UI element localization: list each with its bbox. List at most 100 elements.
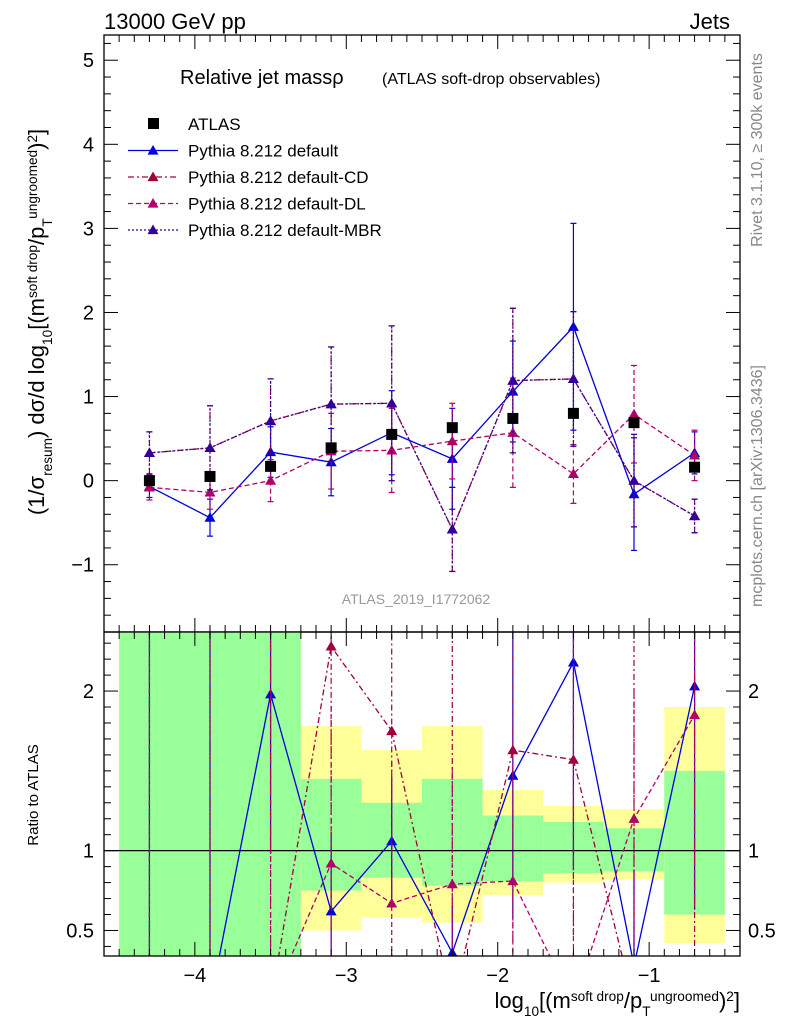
- series-atlas: [143, 407, 701, 487]
- plot-title: Relative jet massρ: [180, 67, 344, 89]
- y-tick-label: 4: [83, 134, 94, 156]
- data-point-marker: [386, 444, 398, 455]
- series-pythia-8-212-default-mbr: [143, 307, 701, 573]
- data-point-marker: [204, 442, 216, 452]
- x-axis-label: log10[(msoft drop/pTungroomed)2]: [495, 988, 740, 1019]
- axis-label-part: soft drop: [25, 245, 40, 298]
- main-plot-panel: −1 0 1 2 3 4 5: [71, 34, 741, 633]
- axis-label-part: ): [719, 988, 726, 1013]
- data-point-marker: [386, 428, 398, 440]
- ratio-y-tick-label: 0.5: [66, 920, 94, 942]
- data-point-marker: [446, 435, 458, 446]
- legend-item: Pythia 8.212 default: [128, 142, 339, 161]
- axis-label-part: soft drop: [571, 989, 624, 1004]
- data-point-marker: [204, 470, 216, 482]
- x-tick-label: −1: [638, 965, 661, 987]
- y-tick-label: −1: [71, 555, 94, 577]
- x-tick-label: −4: [183, 965, 206, 987]
- axis-label-part: ): [24, 143, 49, 150]
- data-point-marker: [628, 417, 640, 429]
- series-line: [149, 413, 695, 494]
- y-tick-label: 5: [83, 50, 94, 72]
- axis-label-part: 10: [40, 329, 55, 345]
- axis-label-part: 2: [726, 989, 734, 1004]
- ratio-frame: [103, 631, 741, 957]
- series-line: [149, 325, 695, 519]
- ratio-y-tick-label-right: 1: [748, 841, 759, 863]
- data-point-marker: [265, 446, 277, 457]
- series-pythia-8-212-default-cd: [143, 307, 701, 573]
- ratio-y-tick-label: 2: [83, 681, 94, 703]
- data-point-marker: [143, 475, 155, 487]
- axis-label-part: log: [495, 988, 524, 1013]
- axis-label-part: /p: [24, 227, 49, 245]
- x-tick-label: −2: [486, 965, 509, 987]
- series-line: [149, 378, 695, 532]
- ratio-point-marker: [446, 878, 458, 889]
- ratio-point-marker: [325, 640, 337, 651]
- legend-marker: [147, 198, 159, 208]
- process-label: Jets: [690, 9, 730, 34]
- analysis-id: ATLAS_2019_I1772062: [342, 591, 491, 607]
- ratio-point-marker: [386, 725, 398, 736]
- ratio-data-layer: [104, 632, 740, 956]
- series-pythia-8-212-default-dl: [143, 364, 701, 510]
- data-point-marker: [325, 398, 337, 409]
- legend-item: ATLAS: [148, 115, 241, 134]
- y-tick-label: 1: [83, 387, 94, 409]
- data-point-marker: [325, 442, 337, 454]
- data-point-marker: [265, 460, 277, 472]
- axis-label-part: [(m: [539, 988, 571, 1013]
- axis-label-part: ungroomed: [25, 150, 40, 219]
- data-point-marker: [446, 422, 458, 434]
- legend-label: Pythia 8.212 default-MBR: [188, 221, 382, 240]
- legend: ATLAS Pythia 8.212 default Pythia 8.212 de…: [128, 115, 382, 240]
- data-point-marker: [628, 475, 640, 485]
- axis-label-part: 2: [25, 135, 40, 143]
- legend-label: ATLAS: [188, 115, 241, 134]
- data-point-marker: [507, 412, 519, 424]
- ratio-point-marker: [507, 875, 519, 886]
- ratio-y-tick-label-right: 2: [748, 681, 759, 703]
- data-point-marker: [446, 523, 458, 534]
- data-point-marker: [204, 512, 216, 522]
- legend-item: Pythia 8.212 default-CD: [128, 168, 369, 187]
- axis-label-part: 10: [524, 1004, 540, 1019]
- series-line: [149, 378, 695, 532]
- axis-label-part: T: [40, 218, 55, 227]
- legend-marker: [147, 145, 159, 155]
- ratio-point-marker: [689, 709, 701, 720]
- axis-label-part: ]: [24, 129, 49, 135]
- axis-label-part: /p: [624, 988, 642, 1013]
- series-pythia-8-212-default: [143, 222, 701, 552]
- ratio-series-line: [290, 714, 696, 956]
- axis-label-part: [(m: [24, 298, 49, 330]
- legend-label: Pythia 8.212 default-CD: [188, 168, 369, 187]
- mcplots-label: mcplots.cern.ch [arXiv:1306.3436]: [749, 365, 766, 607]
- data-point-marker: [567, 468, 579, 479]
- axis-label-part: (1/σ: [24, 475, 49, 515]
- data-point-marker: [689, 510, 701, 521]
- y-tick-label: 3: [83, 218, 94, 240]
- axis-label-part: ungroomed: [650, 989, 719, 1004]
- legend-item: Pythia 8.212 default-DL: [128, 195, 366, 214]
- data-point-marker: [143, 481, 155, 492]
- y-axis-label: (1/σresum) dσ/d log10[(msoft drop/pTungr…: [24, 129, 55, 515]
- data-point-marker: [143, 447, 155, 458]
- y-tick-label: 2: [83, 302, 94, 324]
- legend-marker: [147, 224, 159, 235]
- axis-label-part: T: [642, 1004, 651, 1019]
- axis-label-part: ]: [734, 988, 740, 1013]
- data-point-marker: [507, 375, 519, 385]
- data-point-marker: [567, 373, 579, 384]
- data-point-marker: [265, 415, 277, 426]
- ratio-plot-panel: 0.5 0.5 1 1 2 2 −4 −3 −2 −1: [66, 631, 776, 987]
- ratio-y-tick-label: 1: [83, 841, 94, 863]
- ratio-point-marker: [386, 897, 398, 908]
- data-point-marker: [265, 475, 277, 485]
- ratio-point-marker: [567, 656, 579, 667]
- legend-label: Pythia 8.212 default: [188, 142, 339, 161]
- data-point-marker: [204, 486, 216, 497]
- y-tick-label: 0: [83, 471, 94, 493]
